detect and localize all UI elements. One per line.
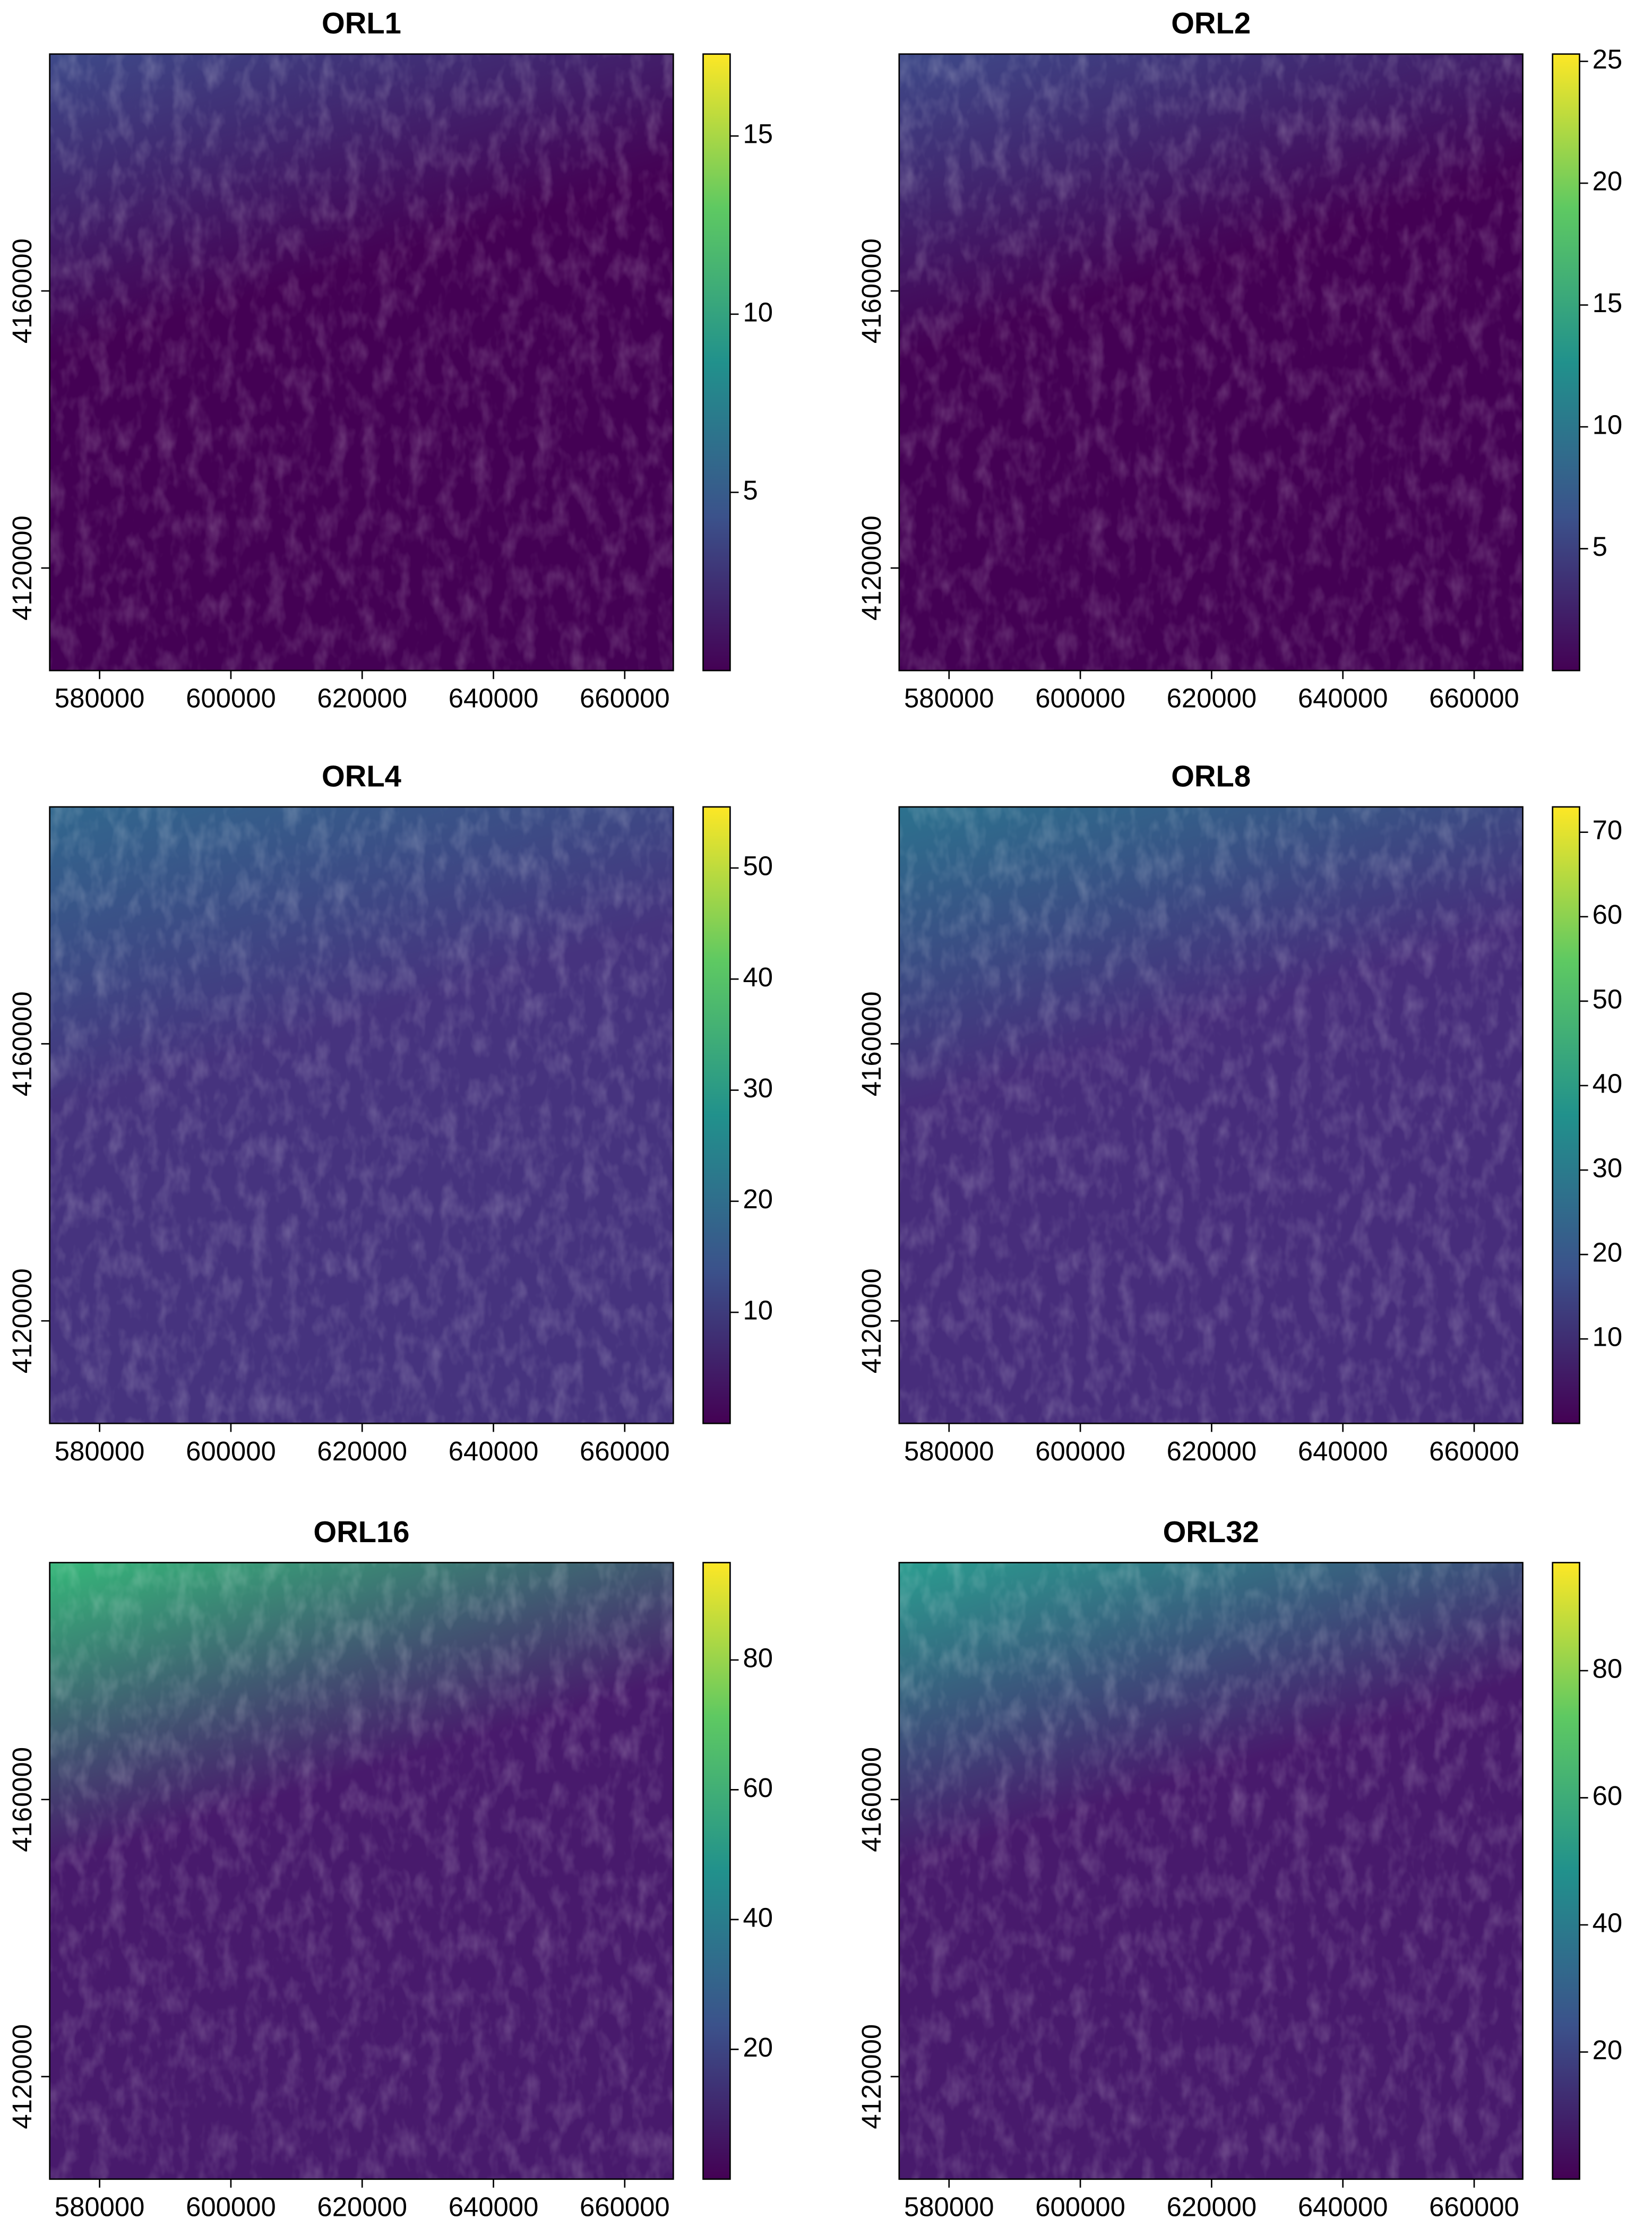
- panel: ORL2 580000 600000 620000 640000 660000 412000…: [856, 6, 1622, 713]
- raster-texture: [899, 806, 1523, 1424]
- raster-texture: [899, 54, 1523, 671]
- x-tick-label: 580000: [55, 1436, 145, 1466]
- x-tick-label: 640000: [1298, 683, 1388, 713]
- colorbar-tick-label: 40: [1593, 1068, 1623, 1098]
- x-tick-label: 640000: [1298, 1436, 1388, 1466]
- y-tick-label: 4120000: [856, 1268, 887, 1373]
- colorbar: [702, 53, 731, 672]
- x-tick-label: 660000: [1429, 683, 1519, 713]
- colorbar-tick-label: 70: [1593, 815, 1623, 845]
- x-tick-label: 620000: [317, 683, 407, 713]
- x-tick-label: 580000: [55, 2191, 145, 2222]
- colorbar-tick-label: 60: [1593, 899, 1623, 930]
- x-tick-label: 620000: [317, 1436, 407, 1466]
- x-tick-label: 600000: [1035, 2191, 1125, 2222]
- x-tick-label: 620000: [1167, 1436, 1257, 1466]
- colorbar-tick-label: 60: [1593, 1781, 1623, 1811]
- colorbar-tick-label: 25: [1593, 44, 1623, 74]
- colorbar-tick-label: 40: [743, 962, 773, 992]
- y-tick-label: 4160000: [7, 238, 37, 343]
- y-tick-label: 4160000: [856, 1747, 887, 1852]
- x-tick-label: 580000: [55, 683, 145, 713]
- raster-texture: [49, 54, 674, 671]
- x-tick-label: 580000: [904, 1436, 994, 1466]
- colorbar-tick-label: 20: [1593, 1237, 1623, 1268]
- colorbar-tick-label: 30: [1593, 1153, 1623, 1183]
- colorbar-tick-label: 20: [743, 2032, 773, 2062]
- raster-texture: [899, 1562, 1523, 2179]
- colorbar-tick-label: 20: [743, 1184, 773, 1214]
- colorbar: [1552, 806, 1580, 1424]
- colorbar-tick-label: 5: [1593, 531, 1607, 562]
- colorbar-tick-label: 40: [1593, 1907, 1623, 1938]
- colorbar-tick-label: 10: [743, 1295, 773, 1325]
- y-tick-label: 4160000: [7, 991, 37, 1096]
- x-tick-label: 580000: [904, 2191, 994, 2222]
- x-tick-label: 580000: [904, 683, 994, 713]
- colorbar-tick-label: 30: [743, 1073, 773, 1103]
- x-tick-label: 600000: [1035, 683, 1125, 713]
- colorbar: [1552, 53, 1580, 672]
- colorbar-tick-label: 10: [1593, 410, 1623, 440]
- panel-title: ORL32: [1163, 1515, 1259, 1549]
- colorbar-tick-label: 15: [743, 119, 773, 149]
- colorbar-tick-label: 50: [1593, 984, 1623, 1014]
- colorbar-tick-label: 15: [1593, 288, 1623, 318]
- colorbar-tick-label: 80: [1593, 1654, 1623, 1684]
- y-tick-label: 4120000: [7, 515, 37, 621]
- plot-frame: [898, 1562, 1524, 2180]
- x-tick-label: 620000: [1167, 683, 1257, 713]
- x-tick-label: 640000: [449, 1436, 539, 1466]
- colorbar-tick-label: 40: [743, 1902, 773, 1932]
- colorbar: [702, 806, 731, 1424]
- panel: ORL16 580000 600000 620000 640000 660000 41200…: [7, 1515, 773, 2222]
- x-tick-label: 660000: [1429, 2191, 1519, 2222]
- panel-title: ORL2: [1171, 6, 1251, 40]
- x-tick-label: 620000: [1167, 2191, 1257, 2222]
- panel: ORL1 580000 600000 620000 640000 660000 412000…: [7, 6, 773, 713]
- x-tick-label: 600000: [186, 683, 276, 713]
- x-tick-label: 600000: [1035, 1436, 1125, 1466]
- colorbar: [702, 1562, 731, 2180]
- x-tick-label: 660000: [580, 683, 670, 713]
- colorbar-tick-label: 80: [743, 1642, 773, 1673]
- y-tick-label: 4120000: [856, 2024, 887, 2129]
- panel: ORL32 580000 600000 620000 640000 660000 41200…: [856, 1515, 1622, 2222]
- x-tick-label: 620000: [317, 2191, 407, 2222]
- x-tick-label: 660000: [1429, 1436, 1519, 1466]
- raster-texture: [49, 1562, 674, 2179]
- y-tick-label: 4120000: [7, 2024, 37, 2129]
- panel-title: ORL8: [1171, 759, 1251, 793]
- x-tick-label: 600000: [186, 1436, 276, 1466]
- panel-title: ORL16: [313, 1515, 409, 1549]
- y-tick-label: 4160000: [856, 991, 887, 1096]
- panel-title: ORL4: [322, 759, 401, 793]
- y-tick-label: 4120000: [7, 1268, 37, 1373]
- y-tick-label: 4160000: [856, 238, 887, 343]
- panel: ORL8 580000 600000 620000 640000 660000 412000…: [856, 759, 1622, 1466]
- panel: ORL4 580000 600000 620000 640000 660000 412000…: [7, 759, 773, 1466]
- x-tick-label: 660000: [580, 1436, 670, 1466]
- colorbar-tick-label: 50: [743, 851, 773, 881]
- x-tick-label: 640000: [1298, 2191, 1388, 2222]
- colorbar-tick-label: 20: [1593, 166, 1623, 196]
- colorbar: [1552, 1562, 1580, 2180]
- x-tick-label: 600000: [186, 2191, 276, 2222]
- y-tick-label: 4120000: [856, 515, 887, 621]
- plot-frame: [49, 1562, 674, 2180]
- colorbar-tick-label: 20: [1593, 2035, 1623, 2065]
- colorbar-tick-label: 10: [1593, 1322, 1623, 1352]
- panel-title: ORL1: [322, 6, 401, 40]
- x-tick-label: 640000: [449, 683, 539, 713]
- colorbar-tick-label: 10: [743, 297, 773, 327]
- y-tick-label: 4160000: [7, 1747, 37, 1852]
- x-tick-label: 640000: [449, 2191, 539, 2222]
- colorbar-tick-label: 5: [743, 475, 758, 505]
- raster-texture: [49, 806, 674, 1424]
- x-tick-label: 660000: [580, 2191, 670, 2222]
- colorbar-tick-label: 60: [743, 1773, 773, 1803]
